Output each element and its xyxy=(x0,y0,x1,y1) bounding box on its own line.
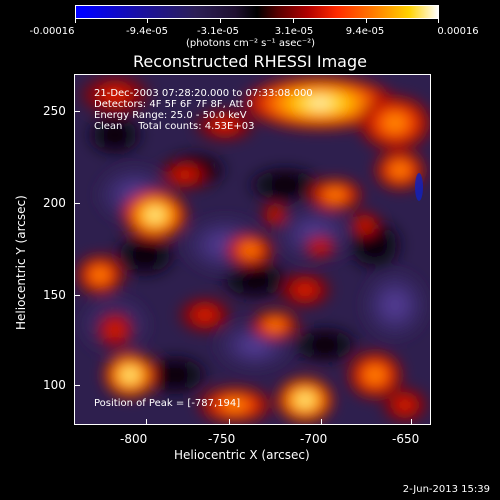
y-axis-title: Heliocentric Y (arcsec) xyxy=(14,195,28,330)
y-tick-250: 250 xyxy=(43,104,66,118)
colorbar-label-5: 9.4e-05 xyxy=(345,26,385,37)
image-title: Reconstructed RHESSI Image xyxy=(133,52,367,71)
colorbar-label-6: 0.00016 xyxy=(437,26,479,37)
x-tick-800: -800 xyxy=(120,432,148,446)
energy-range: Energy Range: 25.0 - 50.0 keV xyxy=(94,110,247,121)
colorbar-label-3: -3.1e-05 xyxy=(197,26,239,37)
date-stamp: 2-Jun-2013 15:39 xyxy=(402,484,490,495)
detectors-info: Detectors: 4F 5F 6F 7F 8F, Att 0 xyxy=(94,99,254,110)
y-tick-150: 150 xyxy=(43,288,66,302)
x-axis-title: Heliocentric X (arcsec) xyxy=(174,448,310,462)
y-tick-100: 100 xyxy=(43,378,66,392)
colorbar-label-2: -9.4e-05 xyxy=(126,26,168,37)
rhessi-image xyxy=(74,74,431,425)
colorbar-unit: (photons cm⁻² s⁻¹ asec⁻²) xyxy=(186,38,316,49)
y-tick-200: 200 xyxy=(43,196,66,210)
x-tick-750: -750 xyxy=(208,432,236,446)
clean-total-counts: Clean Total counts: 4.53E+03 xyxy=(94,121,255,132)
colorbar xyxy=(75,5,439,19)
colorbar-ticks xyxy=(75,19,439,23)
observation-time: 21-Dec-2003 07:28:20.000 to 07:33:08.000 xyxy=(94,88,313,99)
peak-position: Position of Peak = [-787,194] xyxy=(94,398,241,409)
rhessi-image-map xyxy=(75,75,430,424)
x-tick-650: -650 xyxy=(392,432,420,446)
x-tick-700: -700 xyxy=(300,432,328,446)
colorbar-label-4: 3.1e-05 xyxy=(274,26,314,37)
colorbar-label-1: -0.00016 xyxy=(29,26,75,37)
